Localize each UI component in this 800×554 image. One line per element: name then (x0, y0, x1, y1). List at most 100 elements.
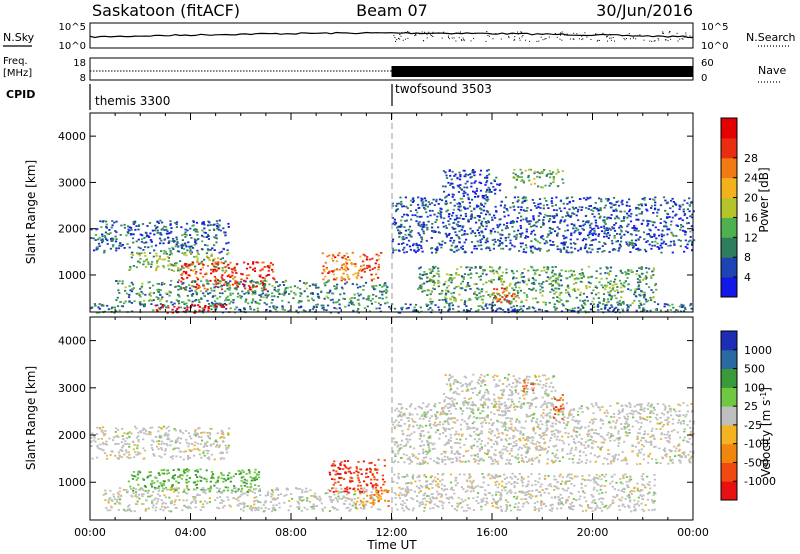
heatmap-cell (497, 239, 500, 241)
heatmap-cell (257, 485, 260, 487)
heatmap-cell (609, 202, 612, 204)
heatmap-cell (518, 281, 522, 284)
heatmap-cell (222, 489, 226, 492)
heatmap-cell (597, 209, 600, 212)
heatmap-cell (311, 292, 314, 294)
heatmap-cell (186, 468, 189, 471)
heatmap-cell (374, 301, 377, 303)
heatmap-cell (132, 471, 136, 473)
heatmap-cell (622, 284, 625, 287)
heatmap-cell (175, 223, 178, 226)
heatmap-cell (159, 303, 163, 305)
heatmap-cell (345, 493, 349, 496)
heatmap-cell (643, 277, 646, 280)
heatmap-cell (272, 270, 275, 273)
heatmap-cell (199, 290, 202, 293)
heatmap-cell (554, 278, 557, 281)
heatmap-cell (460, 246, 463, 249)
heatmap-cell (267, 508, 270, 510)
heatmap-cell (579, 280, 582, 283)
heatmap-cell (648, 243, 651, 246)
heatmap-cell (263, 266, 266, 268)
heatmap-cell (202, 221, 205, 223)
heatmap-cell (182, 432, 185, 435)
heatmap-cell (206, 282, 209, 285)
heatmap-cell (190, 437, 193, 440)
heatmap-cell (425, 303, 428, 306)
heatmap-cell (130, 281, 133, 284)
heatmap-cell (542, 238, 545, 241)
heatmap-cell (270, 492, 273, 495)
heatmap-cell (513, 309, 516, 312)
heatmap-cell (161, 505, 164, 508)
heatmap-cell (640, 304, 643, 306)
heatmap-cell (502, 290, 506, 293)
heatmap-cell (416, 246, 419, 249)
heatmap-cell (466, 309, 469, 312)
heatmap-cell (473, 291, 477, 293)
heatmap-cell (335, 508, 338, 511)
heatmap-cell (686, 222, 689, 225)
heatmap-cell (220, 501, 223, 504)
heatmap-cell (691, 213, 694, 216)
heatmap-cell (431, 276, 434, 278)
heatmap-cell (459, 266, 463, 268)
heatmap-cell (232, 475, 235, 478)
heatmap-cell (591, 300, 594, 303)
heatmap-cell (199, 268, 202, 271)
heatmap-cell (149, 252, 152, 254)
noise-search-point (679, 38, 681, 40)
heatmap-cell (116, 500, 119, 503)
heatmap-cell (174, 264, 177, 267)
heatmap-cell (348, 510, 351, 512)
heatmap-cell (199, 262, 202, 265)
heatmap-cell (129, 488, 133, 490)
heatmap-cell (131, 237, 135, 240)
heatmap-cell (650, 247, 653, 250)
heatmap-cell (506, 294, 509, 297)
heatmap-cell (240, 479, 243, 482)
noise-search-point (662, 32, 664, 34)
heatmap-cell (666, 233, 669, 236)
heatmap-cell (198, 263, 201, 265)
heatmap-cell (161, 227, 164, 230)
heatmap-cell (163, 249, 166, 252)
heatmap-cell (474, 196, 477, 198)
heatmap-cell (455, 249, 458, 252)
heatmap-cell (285, 493, 288, 496)
noise-search-point (404, 31, 406, 33)
heatmap-cell (261, 261, 264, 264)
heatmap-cell (645, 250, 648, 253)
heatmap-cell (690, 307, 693, 310)
heatmap-cell (208, 259, 211, 261)
heatmap-cell (543, 216, 546, 219)
heatmap-cell (155, 252, 158, 255)
heatmap-cell (650, 277, 653, 279)
heatmap-cell (124, 300, 127, 303)
heatmap-cell (687, 222, 690, 224)
heatmap-cell (530, 240, 533, 243)
heatmap-cell (173, 447, 176, 450)
heatmap-cell (453, 287, 456, 290)
heatmap-cell (129, 289, 132, 292)
heatmap-cell (202, 311, 205, 314)
heatmap-cell (614, 278, 617, 281)
heatmap-cell (332, 278, 336, 281)
heatmap-cell (652, 221, 655, 224)
heatmap-cell (433, 267, 436, 269)
heatmap-cell (450, 178, 453, 181)
noise-search-point (665, 39, 667, 41)
heatmap-cell (474, 266, 477, 268)
heatmap-cell (142, 260, 146, 263)
heatmap-cell (354, 263, 357, 265)
heatmap-cell (417, 207, 420, 209)
heatmap-cell (539, 241, 542, 244)
heatmap-cell (109, 509, 112, 512)
heatmap-cell (429, 293, 432, 296)
heatmap-cell (526, 236, 530, 238)
heatmap-cell (199, 509, 202, 511)
heatmap-cell (599, 209, 602, 212)
heatmap-cell (262, 296, 265, 299)
heatmap-cell (637, 247, 640, 250)
heatmap-cell (557, 283, 560, 286)
